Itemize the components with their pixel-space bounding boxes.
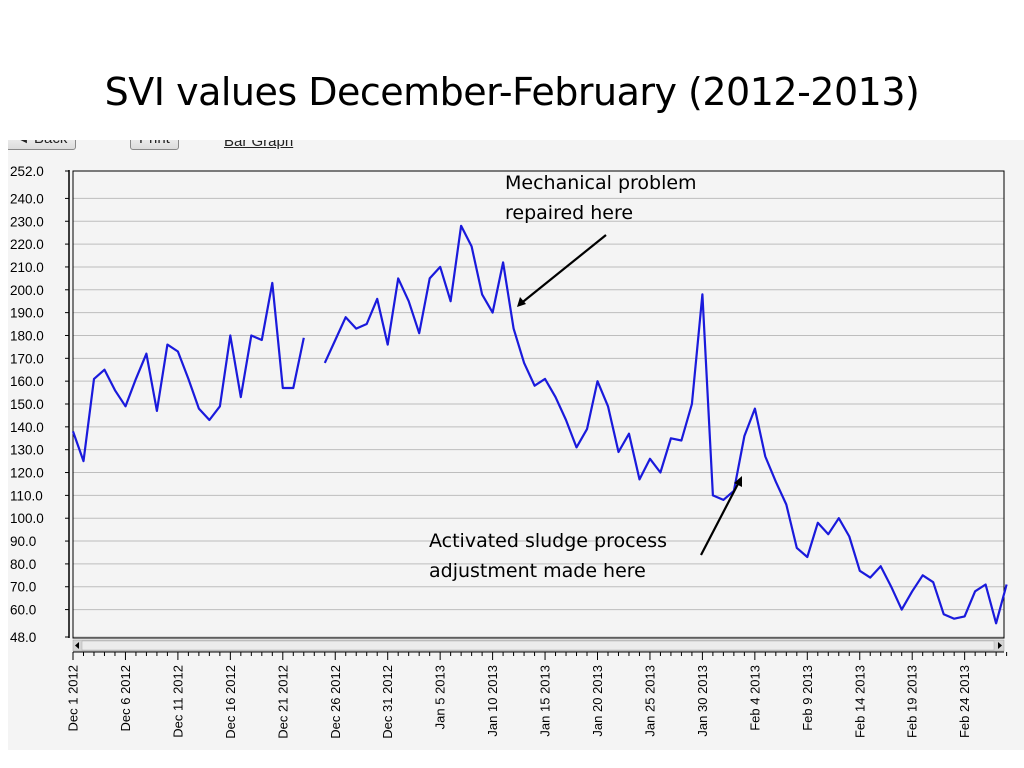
y-tick-label: 120.0: [10, 466, 44, 481]
back-button[interactable]: ◄ Back: [8, 140, 77, 150]
series-lines: [71, 224, 1008, 625]
annotation-activated-line1: Activated sludge process: [429, 530, 668, 552]
x-tick-label: Jan 30 2013: [695, 665, 710, 737]
y-tick-label: 110.0: [10, 488, 43, 503]
x-tick-label: Feb 19 2013: [905, 665, 920, 738]
x-tick-label: Jan 5 2013: [433, 665, 448, 729]
x-tick-label: Dec 31 2012: [380, 665, 395, 739]
y-tick-label: 210.0: [10, 260, 44, 275]
bar-graph-link[interactable]: Bar Graph: [224, 140, 294, 150]
y-tick-label: 100.0: [10, 511, 44, 526]
x-tick-label: Dec 1 2012: [66, 665, 81, 732]
chart-screenshot: ◄ Back Print Bar Graph 252.0 240.0 230.0 22…: [8, 140, 1024, 750]
y-tick-label: 170.0: [10, 351, 44, 366]
y-tick-label: 70.0: [10, 580, 36, 595]
x-tick-label: Feb 14 2013: [852, 665, 867, 738]
y-tick-label: 200.0: [10, 283, 44, 298]
x-tick-label: Feb 24 2013: [957, 665, 972, 738]
plot-frame: [72, 170, 1005, 639]
x-tick-label: Dec 26 2012: [328, 665, 343, 739]
y-tick-label: 230.0: [10, 214, 44, 229]
scrollbar-thumb[interactable]: [81, 640, 995, 651]
x-tick-label: Jan 20 2013: [590, 665, 605, 737]
y-tick-label: 60.0: [10, 603, 36, 618]
x-tick-label: Dec 16 2012: [223, 665, 238, 739]
x-tick-label: Dec 21 2012: [275, 665, 290, 739]
mechanical-arrow: [518, 234, 607, 306]
y-tick-label: 220.0: [10, 237, 44, 252]
slide-title: SVI values December-February (2012-2013): [104, 70, 920, 114]
x-tick-label: Dec 6 2012: [118, 665, 133, 732]
horizontal-scrollbar[interactable]: [72, 639, 1005, 652]
y-tick-label: 90.0: [10, 534, 36, 549]
y-tick-label: 252.0: [10, 164, 44, 179]
svi-series-line: [323, 224, 1008, 625]
annotations: [517, 234, 742, 556]
x-tick-label: Jan 10 2013: [485, 665, 500, 737]
activated-arrow: [700, 479, 741, 556]
y-tick-label: 150.0: [10, 397, 44, 412]
annotation-mechanical-line1: Mechanical problem: [505, 172, 697, 194]
activated-arrow-head-icon: [734, 476, 742, 487]
x-tick-label: Feb 9 2013: [800, 665, 815, 731]
grid-lines: [73, 170, 1004, 638]
annotation-mechanical-line2: repaired here: [505, 202, 634, 224]
x-tick-label: Jan 15 2013: [538, 665, 553, 737]
x-tick-label: Dec 11 2012: [170, 665, 185, 738]
annotation-activated-line2: adjustment made here: [429, 560, 646, 582]
y-tick-label: 190.0: [10, 306, 44, 321]
y-tick-label: 48.0: [10, 630, 36, 645]
y-tick-label: 180.0: [10, 328, 44, 343]
x-tick-label: Feb 4 2013: [747, 665, 762, 731]
svi-line-chart: 252.0 240.0 230.0 220.0 210.0 200.0 190.0 180.0…: [10, 164, 1008, 739]
x-tick-label: Jan 25 2013: [643, 665, 658, 737]
y-tick-label: 240.0: [10, 191, 44, 206]
svi-series-line: [71, 281, 305, 463]
x-tick-labels: Dec 1 2012 Dec 6 2012 Dec 11 2012 Dec 16 20…: [66, 651, 1008, 739]
y-tick-label: 140.0: [10, 420, 44, 435]
y-tick-labels: 252.0 240.0 230.0 220.0 210.0 200.0 190.0 180.0…: [10, 164, 69, 645]
mechanical-arrow-head-icon: [517, 297, 526, 307]
print-button[interactable]: Print: [130, 140, 179, 150]
scroll-left-arrow-icon[interactable]: [75, 642, 79, 649]
scroll-right-arrow-icon[interactable]: [998, 642, 1002, 649]
y-tick-label: 160.0: [10, 374, 44, 389]
y-tick-label: 130.0: [10, 443, 44, 458]
y-tick-label: 80.0: [10, 557, 36, 572]
